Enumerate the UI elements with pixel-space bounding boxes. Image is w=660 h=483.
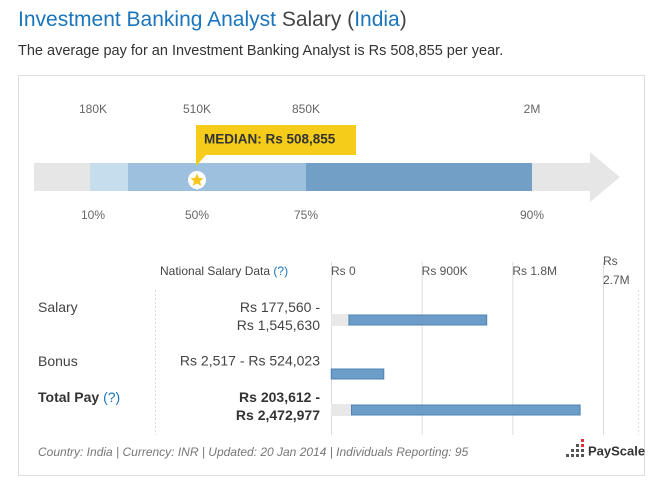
band	[90, 163, 128, 191]
header-text: National Salary Data	[160, 264, 270, 278]
row-label-text: Salary	[38, 299, 78, 315]
row-label: Total Pay (?)	[38, 389, 120, 405]
x-tick-label: Rs 2.7M	[603, 254, 630, 287]
percentile-label: 75%	[294, 208, 318, 222]
amount-label: 510K	[183, 102, 211, 116]
percentile-label: 10%	[81, 208, 105, 222]
x-tick-label: Rs 1.8M	[512, 264, 557, 278]
logo-dot	[581, 439, 584, 442]
percentile-label: 50%	[185, 208, 209, 222]
logo-dot	[581, 454, 584, 457]
logo-dot	[566, 454, 569, 457]
table-header: National Salary Data (?)	[160, 264, 288, 278]
logo-dot	[571, 449, 574, 452]
range-bar	[348, 314, 488, 326]
range-bar	[330, 368, 385, 380]
bar-track	[331, 314, 349, 326]
title: Investment Banking Analyst Salary (India…	[18, 8, 407, 31]
range-text: Rs 2,517 - Rs 524,023	[180, 353, 320, 369]
row-label: Salary	[38, 299, 78, 315]
amount-label: 180K	[79, 102, 107, 116]
median-box	[196, 125, 356, 155]
bar-track	[331, 404, 352, 416]
logo-dot	[576, 444, 579, 447]
help-link[interactable]: (?)	[103, 389, 120, 405]
row-label-text: Total Pay	[38, 389, 99, 405]
logo-text: PayScale	[588, 443, 645, 458]
row-label: Bonus	[38, 353, 78, 369]
footer: Country: India | Currency: INR | Updated…	[38, 445, 469, 459]
median-star	[190, 173, 204, 186]
title-text: )	[400, 8, 407, 31]
title-text: Salary (	[282, 8, 354, 31]
help-link[interactable]: (?)	[273, 264, 288, 278]
median-pointer	[196, 155, 206, 166]
logo-dot	[581, 444, 584, 447]
amount-label: 2M	[524, 102, 541, 116]
row-label-text: Bonus	[38, 353, 78, 369]
range-bar	[351, 404, 581, 416]
logo-dot	[571, 454, 574, 457]
amount-label: 850K	[292, 102, 320, 116]
country-link[interactable]: India	[354, 8, 400, 31]
x-tick-label: Rs 0	[331, 264, 356, 278]
subtitle: The average pay for an Investment Bankin…	[18, 43, 503, 59]
mask	[90, 191, 532, 207]
x-tick-label: Rs 900K	[422, 264, 468, 278]
range-text: Rs 177,560 -Rs 1,545,630	[237, 299, 321, 333]
range-text: Rs 203,612 -Rs 2,472,977	[236, 389, 320, 423]
logo-dot	[581, 449, 584, 452]
job-link[interactable]: Investment Banking Analyst	[18, 8, 276, 31]
logo-dot	[576, 454, 579, 457]
logo-dot	[576, 449, 579, 452]
median-label: MEDIAN: Rs 508,855	[204, 132, 336, 147]
logo	[566, 439, 584, 457]
percentile-label: 90%	[520, 208, 544, 222]
